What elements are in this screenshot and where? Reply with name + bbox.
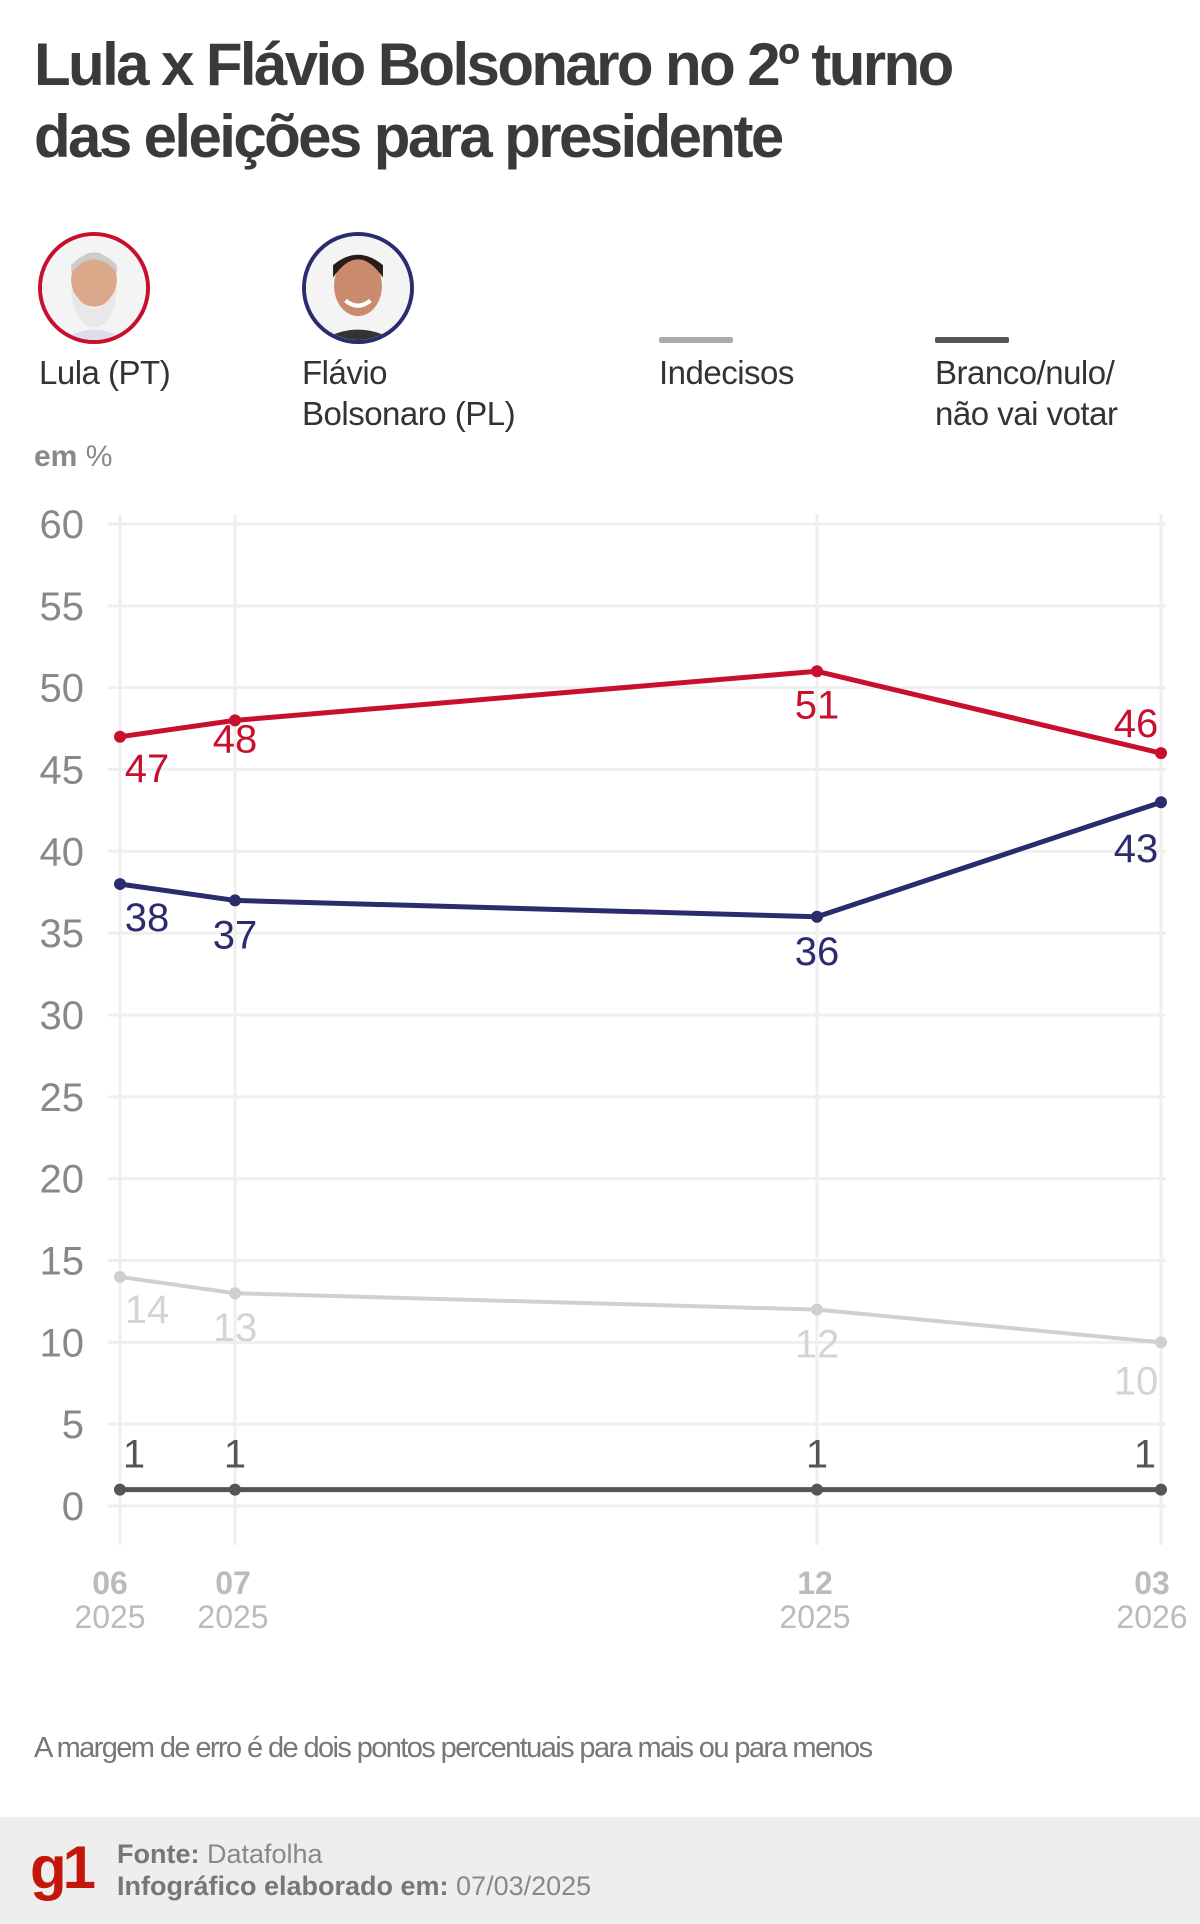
data-point [811,665,823,678]
data-point [114,1270,126,1283]
y-tick-label: 20 [40,1158,85,1202]
data-label: 12 [795,1323,840,1367]
data-point [811,1303,823,1316]
data-point [811,910,823,923]
data-label: 14 [125,1288,170,1332]
x-tick-month: 03 [1134,1565,1170,1601]
data-label: 1 [123,1433,145,1477]
data-point [114,1483,126,1496]
y-tick-label: 60 [40,503,85,547]
legend-indecisos-label: Indecisos [659,354,794,391]
legend-flavio-label: Flávio Bolsonaro (PL) [302,354,516,432]
source-line: Fonte: Datafolha [117,1839,323,1869]
x-tick-year: 2025 [779,1599,850,1635]
data-label: 1 [224,1433,246,1477]
lula-photo [38,232,150,344]
made-on-line: Infográfico elaborado em: 07/03/2025 [117,1871,592,1901]
data-label: 36 [795,930,840,974]
data-label: 1 [806,1433,828,1477]
legend-lula-label: Lula (PT) [39,354,171,391]
data-point [1155,747,1167,760]
data-label: 37 [213,913,258,957]
y-tick-label: 30 [40,994,85,1038]
data-point [229,714,241,727]
y-tick-label: 5 [62,1403,84,1447]
data-point [114,730,126,743]
data-label: 43 [1114,827,1159,871]
chart-title-line1: Lula x Flávio Bolsonaro no 2º turno [34,31,954,98]
x-tick-year: 2025 [197,1599,268,1635]
data-label: 38 [125,896,170,940]
data-label: 47 [125,747,170,791]
data-point [1155,1483,1167,1496]
line-chart: 0510152025303540455055600620250720251220… [40,503,1188,1635]
g1-logo: g1 [30,1834,96,1901]
y-tick-label: 55 [40,585,85,629]
chart-title-line2: das eleições para presidente [34,103,784,170]
y-tick-label: 40 [40,830,85,874]
data-label: 1 [1134,1433,1156,1477]
y-tick-label: 45 [40,749,85,793]
x-tick-month: 12 [797,1565,833,1601]
data-label: 13 [213,1306,258,1350]
data-point [229,1483,241,1496]
y-tick-label: 35 [40,912,85,956]
unit-label: em % [34,440,113,473]
margin-of-error-note: A margem de erro é de dois pontos percen… [34,1732,873,1764]
data-point [1155,796,1167,809]
series-line-2 [119,1274,1162,1345]
data-label: 46 [1114,702,1159,746]
data-point [1155,1336,1167,1349]
data-label: 10 [1114,1359,1159,1403]
data-point [114,878,126,891]
flavio-photo [302,232,414,344]
legend-branco-label: Branco/nulo/não vai votar [935,354,1118,432]
data-point [811,1483,823,1496]
x-tick-month: 06 [92,1565,128,1601]
series-line-1 [119,799,1162,920]
data-label: 48 [213,717,258,761]
y-tick-label: 10 [40,1321,85,1365]
x-tick-month: 07 [215,1565,251,1601]
x-tick-year: 2025 [74,1599,145,1635]
y-tick-label: 15 [40,1240,85,1284]
series-line-0 [119,668,1162,756]
data-label: 51 [795,683,840,727]
y-tick-label: 50 [40,667,85,711]
footer: g1 Fonte: Datafolha Infográfico elaborad… [0,1817,1200,1924]
legend-branco-swatch [935,337,1009,343]
legend-indecisos-swatch [659,337,733,343]
data-point [229,1287,241,1300]
y-tick-label: 0 [62,1485,84,1529]
y-tick-label: 25 [40,1076,85,1120]
data-point [229,894,241,907]
x-tick-year: 2026 [1116,1599,1187,1635]
